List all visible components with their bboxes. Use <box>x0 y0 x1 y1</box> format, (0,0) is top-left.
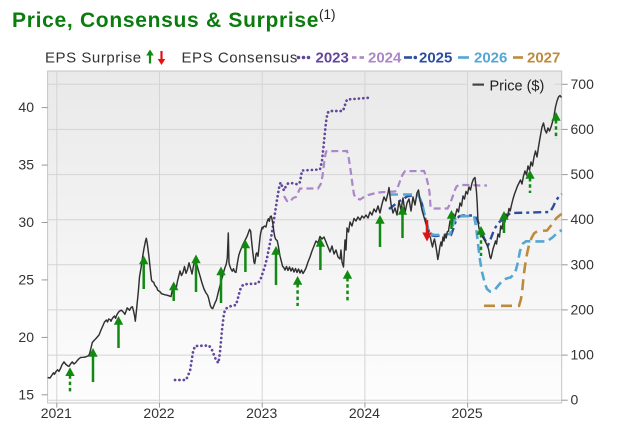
svg-text:Price ($): Price ($) <box>490 79 545 95</box>
svg-text:2025: 2025 <box>452 405 483 421</box>
svg-text:300: 300 <box>571 256 595 272</box>
svg-text:2025: 2025 <box>419 50 452 67</box>
svg-text:EPS Surprise: EPS Surprise <box>45 50 142 67</box>
svg-text:400: 400 <box>571 211 595 227</box>
svg-text:2024: 2024 <box>368 50 402 67</box>
svg-text:700: 700 <box>571 76 595 92</box>
svg-text:2027: 2027 <box>527 50 560 67</box>
svg-text:2026: 2026 <box>474 50 507 67</box>
svg-text:0: 0 <box>571 392 579 408</box>
svg-text:EPS Consensus: EPS Consensus <box>182 50 298 67</box>
svg-text:2023: 2023 <box>316 50 349 67</box>
svg-text:25: 25 <box>18 271 34 287</box>
svg-text:200: 200 <box>571 301 595 317</box>
svg-text:2022: 2022 <box>143 405 174 421</box>
svg-text:100: 100 <box>571 347 595 363</box>
svg-text:600: 600 <box>571 121 595 137</box>
svg-text:20: 20 <box>18 329 34 345</box>
svg-text:Price, Consensus & Surprise: Price, Consensus & Surprise <box>12 9 319 32</box>
svg-text:500: 500 <box>571 166 595 182</box>
svg-text:35: 35 <box>18 157 34 173</box>
svg-text:30: 30 <box>18 214 34 230</box>
svg-text:15: 15 <box>18 386 34 402</box>
svg-text:2021: 2021 <box>41 405 72 421</box>
svg-text:40: 40 <box>18 99 34 115</box>
svg-text:2024: 2024 <box>349 405 380 421</box>
svg-text:2023: 2023 <box>246 405 277 421</box>
svg-text:(1): (1) <box>319 7 336 22</box>
